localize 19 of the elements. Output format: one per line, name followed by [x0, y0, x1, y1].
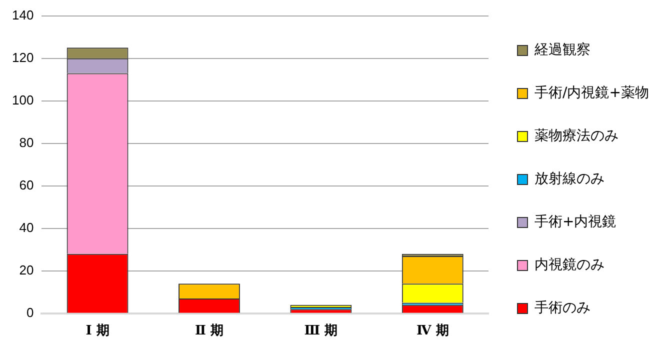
legend-label: 放射線のみ: [534, 171, 604, 188]
y-tick-label: 120: [12, 50, 34, 65]
y-tick-label: 80: [19, 134, 34, 150]
y-tick-label: 100: [12, 92, 34, 108]
legend-label: 内視鏡のみ: [534, 257, 604, 274]
legend-label: 手術+内視鏡: [534, 214, 616, 230]
legend-label: 手術/内視鏡+薬物: [534, 85, 649, 102]
legend-label: 手術のみ: [534, 300, 590, 316]
legend-label: 経過観察: [534, 42, 590, 58]
x-tick-label: Ⅳ 期: [416, 324, 449, 339]
y-tick-label: 40: [19, 220, 34, 235]
y-tick-label: 140: [12, 7, 34, 22]
y-tick-label: 0: [26, 304, 34, 320]
x-tick-label: Ⅱ 期: [195, 324, 224, 339]
legend-label: 薬物療法のみ: [534, 128, 618, 144]
y-tick-label: 60: [19, 177, 34, 192]
x-tick-label: Ⅰ 期: [86, 324, 110, 339]
x-tick-label: Ⅲ 期: [304, 324, 338, 339]
y-tick-label: 20: [19, 262, 34, 278]
